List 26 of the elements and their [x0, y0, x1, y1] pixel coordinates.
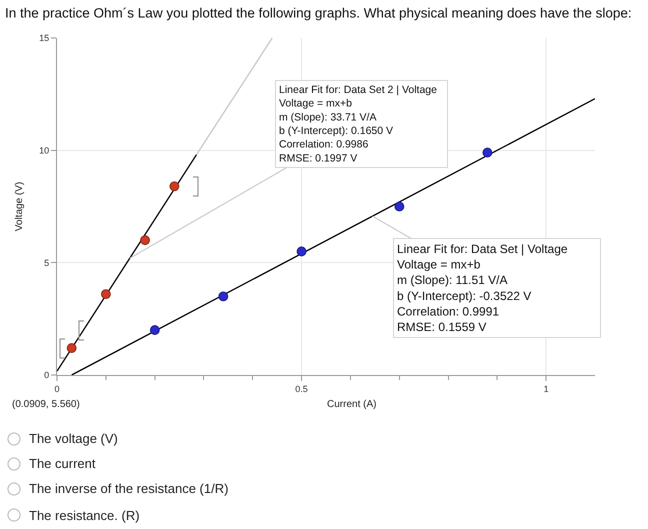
point: [150, 325, 160, 335]
point: [482, 148, 492, 158]
x-tick-label: 0: [54, 384, 60, 394]
x-tick-label: 1: [544, 384, 549, 394]
chart-title: In the practice Ohm´s Law you plotted the following graphs. What physical meaning does have the slope:: [5, 6, 632, 21]
text: The inverse of the resistance (1/R): [29, 481, 228, 496]
annotation: Linear Fit for: Data Set 2 | Voltage Voltage = mx+b m (Slope): 33.71 V/A b (Y-Intercept): 0.1650 V Correlation: 0.9986 RMSE: 0.1997 V: [279, 84, 438, 164]
text: The voltage (V): [29, 431, 118, 446]
y-tick-label: 15: [39, 33, 50, 44]
y-tick-label: 5: [44, 258, 50, 268]
text: (0.0909, 5.560): [12, 399, 80, 410]
point: [296, 246, 306, 256]
y-tick-label: 0: [44, 370, 50, 380]
text: The current: [29, 456, 96, 471]
annotation: Linear Fit for: Data Set | Voltage Voltage = mx+b m (Slope): 11.51 V/A b (Y-Intercept): -0.3522 V Correlation: 0.9991 RMSE: 0.1559 V: [397, 242, 568, 334]
point: [218, 291, 228, 302]
x-tick-label: 0.5: [295, 384, 308, 394]
point: [394, 202, 404, 212]
text: The resistance. (R): [29, 508, 140, 523]
point: [169, 181, 180, 192]
point: [66, 343, 77, 353]
x-axis-title: Current (A): [327, 399, 376, 410]
y-tick-label: 10: [39, 145, 50, 156]
point: [140, 235, 150, 246]
y-axis-title: Voltage (V): [14, 182, 26, 232]
point: [101, 289, 111, 300]
